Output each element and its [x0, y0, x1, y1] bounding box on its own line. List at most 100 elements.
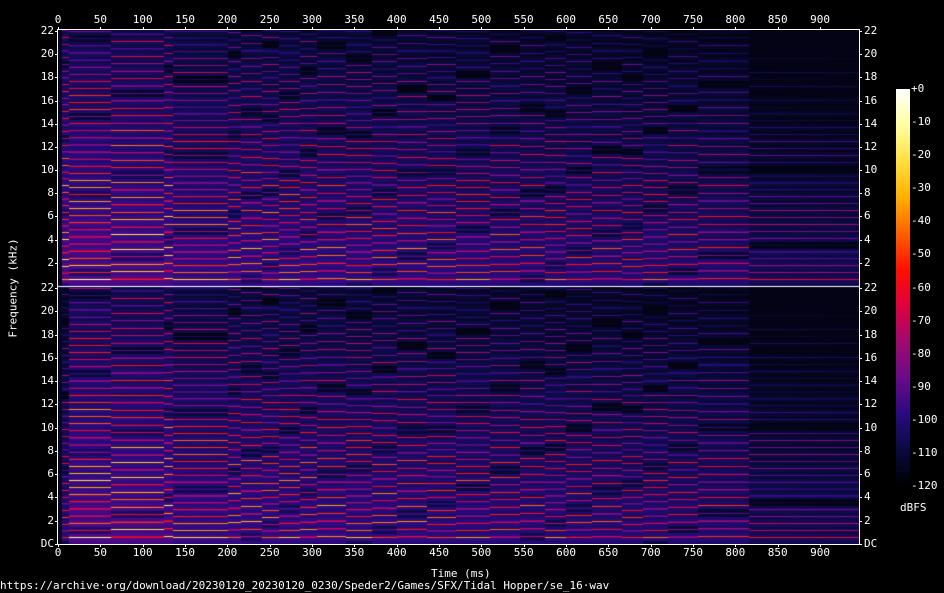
y-tick-left: 6 — [47, 467, 55, 481]
x-tick-top: 300 — [302, 13, 322, 26]
x-tick-bottom: 700 — [640, 546, 661, 559]
x-tick-mark — [566, 27, 567, 29]
y-tick-mark — [860, 544, 862, 545]
y-tick-left: 4 — [47, 232, 55, 246]
y-tick-mark — [860, 311, 862, 313]
y-tick-mark — [55, 427, 57, 429]
y-tick-right: 12 — [864, 397, 878, 411]
y-tick-mark — [860, 146, 862, 148]
x-tick-top: 350 — [344, 13, 365, 26]
y-tick-right: 12 — [864, 139, 878, 153]
y-tick-right: 16 — [864, 350, 878, 364]
y-tick-mark — [860, 54, 862, 56]
x-tick-top: 200 — [217, 13, 238, 26]
y-tick-mark — [860, 334, 862, 336]
x-tick-mark — [439, 27, 440, 29]
y-tick-left: 12 — [40, 397, 55, 411]
y-tick-mark — [860, 239, 862, 241]
y-tick-mark — [55, 474, 57, 476]
x-tick-mark — [608, 27, 610, 29]
y-tick-mark — [55, 497, 57, 499]
y-tick-mark — [860, 288, 862, 289]
y-tick-left: 14 — [40, 374, 55, 388]
x-tick-top: 50 — [93, 13, 107, 26]
y-tick-mark — [860, 520, 862, 522]
colorbar-label: dBFS — [900, 501, 927, 514]
y-tick-left: 12 — [40, 139, 55, 153]
y-tick-mark — [55, 239, 57, 241]
colorbar-tick: -10 — [911, 115, 931, 129]
colorbar — [896, 89, 910, 487]
x-tick-bottom: 800 — [725, 546, 746, 559]
colorbar-tick: -100 — [911, 412, 938, 426]
x-tick-mark — [693, 27, 694, 29]
x-tick-bottom: 600 — [556, 546, 576, 559]
y-tick-mark — [55, 123, 57, 125]
x-tick-bottom: 0 — [54, 546, 62, 559]
x-tick-bottom: 850 — [767, 546, 788, 559]
colorbar-tick: -40 — [911, 214, 931, 228]
x-tick-top: 150 — [175, 13, 195, 26]
colorbar-tick: -70 — [911, 313, 931, 327]
x-tick-mark — [58, 545, 59, 547]
x-tick-mark — [608, 545, 610, 547]
x-tick-top: 700 — [640, 13, 661, 26]
x-tick-top: 0 — [54, 13, 62, 26]
x-tick-mark — [269, 27, 271, 29]
y-tick-mark — [860, 77, 862, 79]
y-tick-left: 2 — [47, 513, 55, 527]
x-tick-top: 550 — [513, 13, 534, 26]
y-axis-label: Frequency (kHz) — [6, 238, 20, 338]
x-tick-mark — [269, 545, 271, 547]
y-tick-left: DC — [40, 537, 55, 550]
y-tick-left: 22 — [40, 281, 55, 294]
y-tick-mark — [55, 520, 57, 522]
y-tick-left: 18 — [40, 327, 55, 341]
y-tick-mark — [55, 544, 57, 545]
x-tick-bottom: 100 — [132, 546, 153, 559]
y-tick-mark — [55, 77, 57, 79]
y-tick-right: 16 — [864, 93, 878, 107]
y-tick-mark — [55, 357, 57, 359]
x-tick-mark — [354, 545, 356, 547]
y-tick-mark — [55, 31, 57, 32]
x-tick-mark — [185, 545, 186, 547]
x-tick-mark — [58, 27, 59, 29]
y-tick-right: 2 — [864, 255, 871, 269]
y-tick-mark — [860, 404, 862, 406]
y-tick-left: 14 — [40, 116, 55, 130]
y-tick-mark — [55, 288, 57, 289]
x-tick-mark — [227, 27, 229, 29]
x-tick-mark — [735, 27, 737, 29]
y-tick-left: 4 — [47, 490, 55, 504]
x-tick-mark — [777, 27, 779, 29]
x-tick-top: 100 — [132, 13, 153, 26]
y-tick-mark — [55, 216, 57, 218]
y-tick-mark — [55, 100, 57, 102]
y-tick-left: 2 — [47, 255, 55, 269]
x-tick-bottom: 450 — [429, 546, 449, 559]
colorbar-tick: -90 — [911, 379, 931, 393]
y-tick-right: 18 — [864, 327, 878, 341]
x-tick-top: 750 — [683, 13, 703, 26]
x-tick-top: 400 — [386, 13, 407, 26]
x-tick-mark — [142, 545, 144, 547]
y-tick-mark — [860, 427, 862, 429]
x-tick-mark — [566, 545, 567, 547]
y-tick-right: DC — [864, 537, 878, 550]
x-tick-bottom: 500 — [471, 546, 492, 559]
y-tick-mark — [55, 170, 57, 172]
y-tick-mark — [55, 381, 57, 383]
y-tick-mark — [860, 100, 862, 102]
x-tick-mark — [650, 545, 652, 547]
x-tick-mark — [227, 545, 229, 547]
colorbar-tick: +0 — [911, 82, 925, 95]
y-tick-mark — [860, 31, 862, 32]
x-tick-mark — [481, 27, 483, 29]
x-tick-bottom: 650 — [598, 546, 619, 559]
x-tick-mark — [439, 545, 440, 547]
y-tick-right: 2 — [864, 513, 871, 527]
x-tick-mark — [354, 27, 356, 29]
y-tick-left: 8 — [47, 186, 55, 200]
y-tick-mark — [860, 357, 862, 359]
